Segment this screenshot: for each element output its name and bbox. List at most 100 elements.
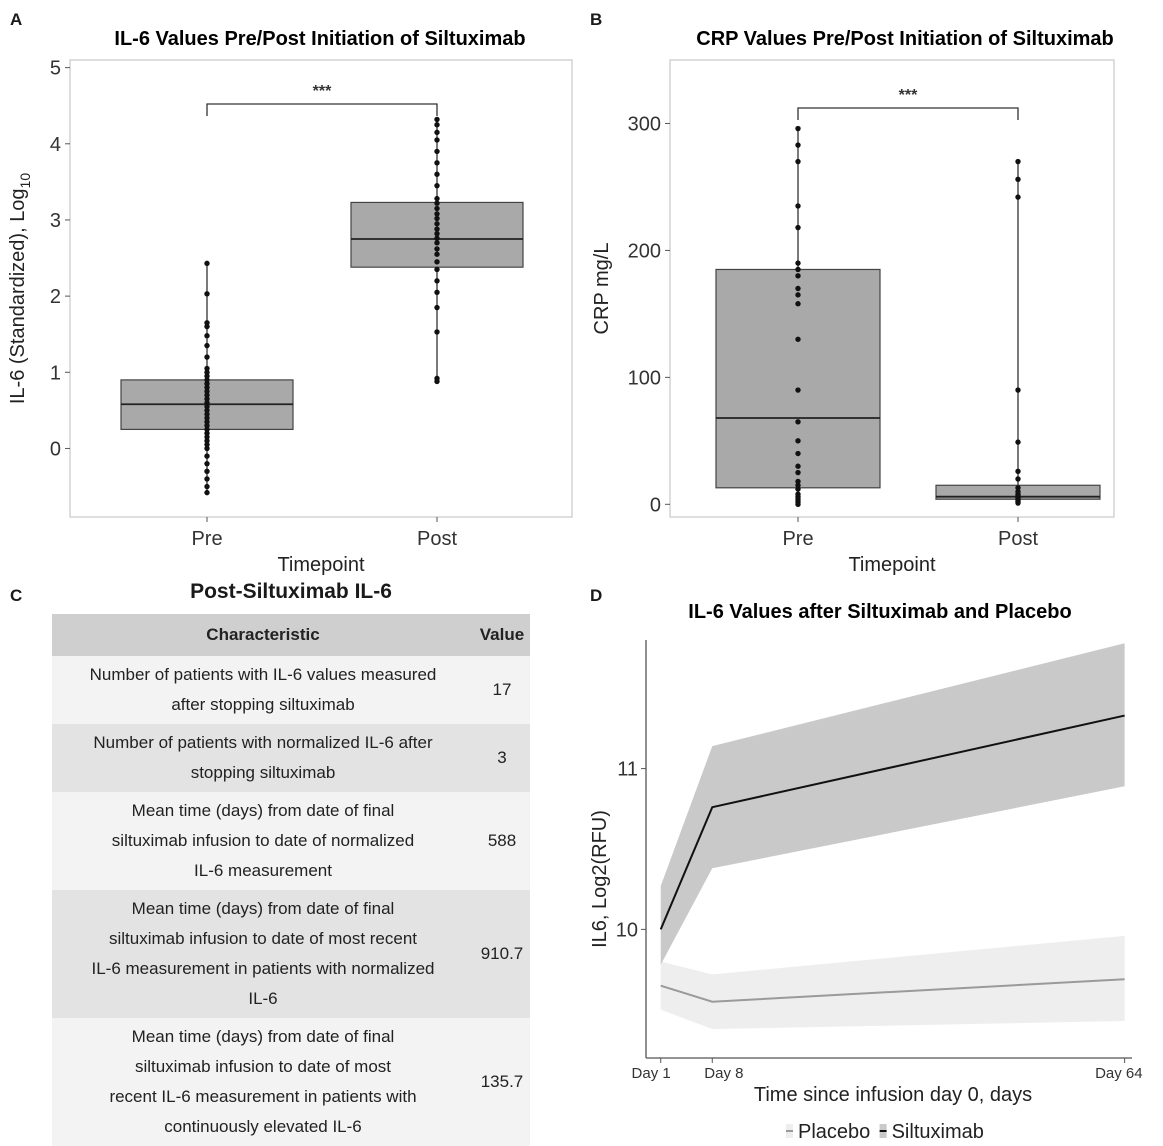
data-point <box>1015 439 1021 445</box>
legend-label: Siltuximab <box>892 1121 984 1143</box>
data-point <box>434 211 440 217</box>
x-tick-label: Day 8 <box>704 1065 743 1082</box>
data-point <box>434 251 440 257</box>
data-point <box>204 438 210 444</box>
data-point <box>795 419 801 425</box>
x-tick-label: Post <box>417 528 457 550</box>
data-point <box>204 323 210 330</box>
series-line-siltuximab <box>659 714 1125 930</box>
x-tick-label: Day 64 <box>1095 1065 1143 1082</box>
data-point <box>204 400 210 406</box>
characteristic-line: stopping siltuximab <box>190 763 336 782</box>
data-point <box>204 483 210 490</box>
data-point <box>434 116 440 123</box>
data-point <box>1015 488 1021 495</box>
data-point <box>434 200 440 206</box>
characteristic-line: Number of patients with IL-6 values meas… <box>89 665 437 684</box>
characteristic-line: recent IL-6 measurement in patients with <box>109 1087 417 1106</box>
plot-border <box>669 59 1115 518</box>
x-tick-label: Post <box>998 528 1038 550</box>
data-point <box>434 329 440 335</box>
y-tick-label: 11 <box>617 759 638 781</box>
data-point <box>795 285 801 292</box>
confidence-band-siltuximab <box>660 643 1125 965</box>
series-line-placebo <box>660 978 1125 1003</box>
legend-label: Placebo <box>798 1121 870 1143</box>
significance-bracket <box>797 107 1019 120</box>
data-point <box>434 259 440 265</box>
characteristics-table: Characteristic Value Number of patients … <box>52 614 530 1146</box>
data-point <box>795 387 801 393</box>
y-tick-label: 200 <box>628 240 661 262</box>
data-point <box>795 450 801 457</box>
data-point <box>795 273 801 279</box>
il6-line-chart: IL-6 Values after Siltuximab and Placebo… <box>589 601 1143 1143</box>
y-tick-label: 2 <box>50 286 61 308</box>
x-tick-label: Pre <box>191 528 222 550</box>
data-point <box>204 384 210 391</box>
data-point <box>204 342 210 349</box>
plot-border <box>69 59 573 518</box>
value-cell: 588 <box>474 792 530 890</box>
data-point <box>1015 158 1021 165</box>
y-axis-title: IL-6 (Standardized), Log10 <box>7 173 33 404</box>
data-point <box>434 171 440 177</box>
y-tick-label: 300 <box>628 113 661 135</box>
characteristic-line: siltuximab infusion to date of normalize… <box>111 831 415 850</box>
data-point <box>434 304 440 311</box>
data-point <box>795 478 801 485</box>
data-point <box>795 486 801 492</box>
data-point <box>204 388 210 395</box>
panel-label-b: B <box>590 10 603 29</box>
data-point <box>795 336 801 342</box>
data-point <box>434 137 440 143</box>
data-point <box>1015 176 1021 183</box>
confidence-band-placebo <box>660 935 1125 1030</box>
crp-boxplot-chart: CRP Values Pre/Post Initiation of Siltux… <box>591 28 1115 576</box>
data-point <box>795 260 801 266</box>
characteristic-line: IL-6 measurement <box>194 861 332 880</box>
data-point <box>204 422 210 429</box>
table-title: Post-Siltuximab IL-6 <box>190 580 392 603</box>
data-point <box>434 160 440 166</box>
data-point <box>434 266 440 273</box>
data-point <box>204 430 210 436</box>
data-point <box>795 482 801 488</box>
characteristic-line: siltuximab infusion to date of most <box>134 1057 392 1076</box>
data-point <box>434 122 440 128</box>
data-point <box>434 230 440 237</box>
chart-title: IL-6 Values Pre/Post Initiation of Siltu… <box>114 28 525 50</box>
data-point <box>204 354 210 360</box>
data-point <box>434 375 440 382</box>
data-point <box>204 373 210 379</box>
data-point <box>795 158 801 165</box>
data-point <box>795 301 801 307</box>
table-header-characteristic: Characteristic <box>52 614 474 656</box>
data-point <box>795 203 801 209</box>
y-axis-title: CRP mg/L <box>591 243 613 335</box>
y-tick-label: 10 <box>616 919 638 941</box>
il6-boxplot-chart: IL-6 Values Pre/Post Initiation of Siltu… <box>7 28 573 576</box>
panel-label-c: C <box>10 586 23 605</box>
table-row: Number of patients with IL-6 values meas… <box>52 656 530 724</box>
data-point <box>204 392 210 398</box>
x-axis-title: Timepoint <box>848 554 936 576</box>
data-point <box>795 491 801 497</box>
y-tick-label: 5 <box>50 58 61 80</box>
panel-label-d: D <box>590 586 603 605</box>
characteristic-line: siltuximab infusion to date of most rece… <box>108 929 418 948</box>
data-point <box>204 411 210 417</box>
data-point <box>204 415 210 421</box>
data-point <box>434 221 440 227</box>
characteristic-cell: Number of patients with IL-6 values meas… <box>52 656 474 724</box>
x-tick-label: Day 1 <box>632 1065 671 1082</box>
data-point <box>204 489 210 496</box>
x-tick-label: Pre <box>782 528 813 550</box>
data-point <box>795 142 801 148</box>
characteristic-cell: Mean time (days) from date of final siltu… <box>52 1018 474 1146</box>
characteristic-line: Mean time (days) from date of final <box>131 1027 395 1046</box>
characteristic-cell: Mean time (days) from date of final siltu… <box>52 890 474 1018</box>
table-row: Mean time (days) from date of final siltu… <box>52 792 530 890</box>
data-point <box>204 369 210 375</box>
data-point <box>204 365 210 372</box>
